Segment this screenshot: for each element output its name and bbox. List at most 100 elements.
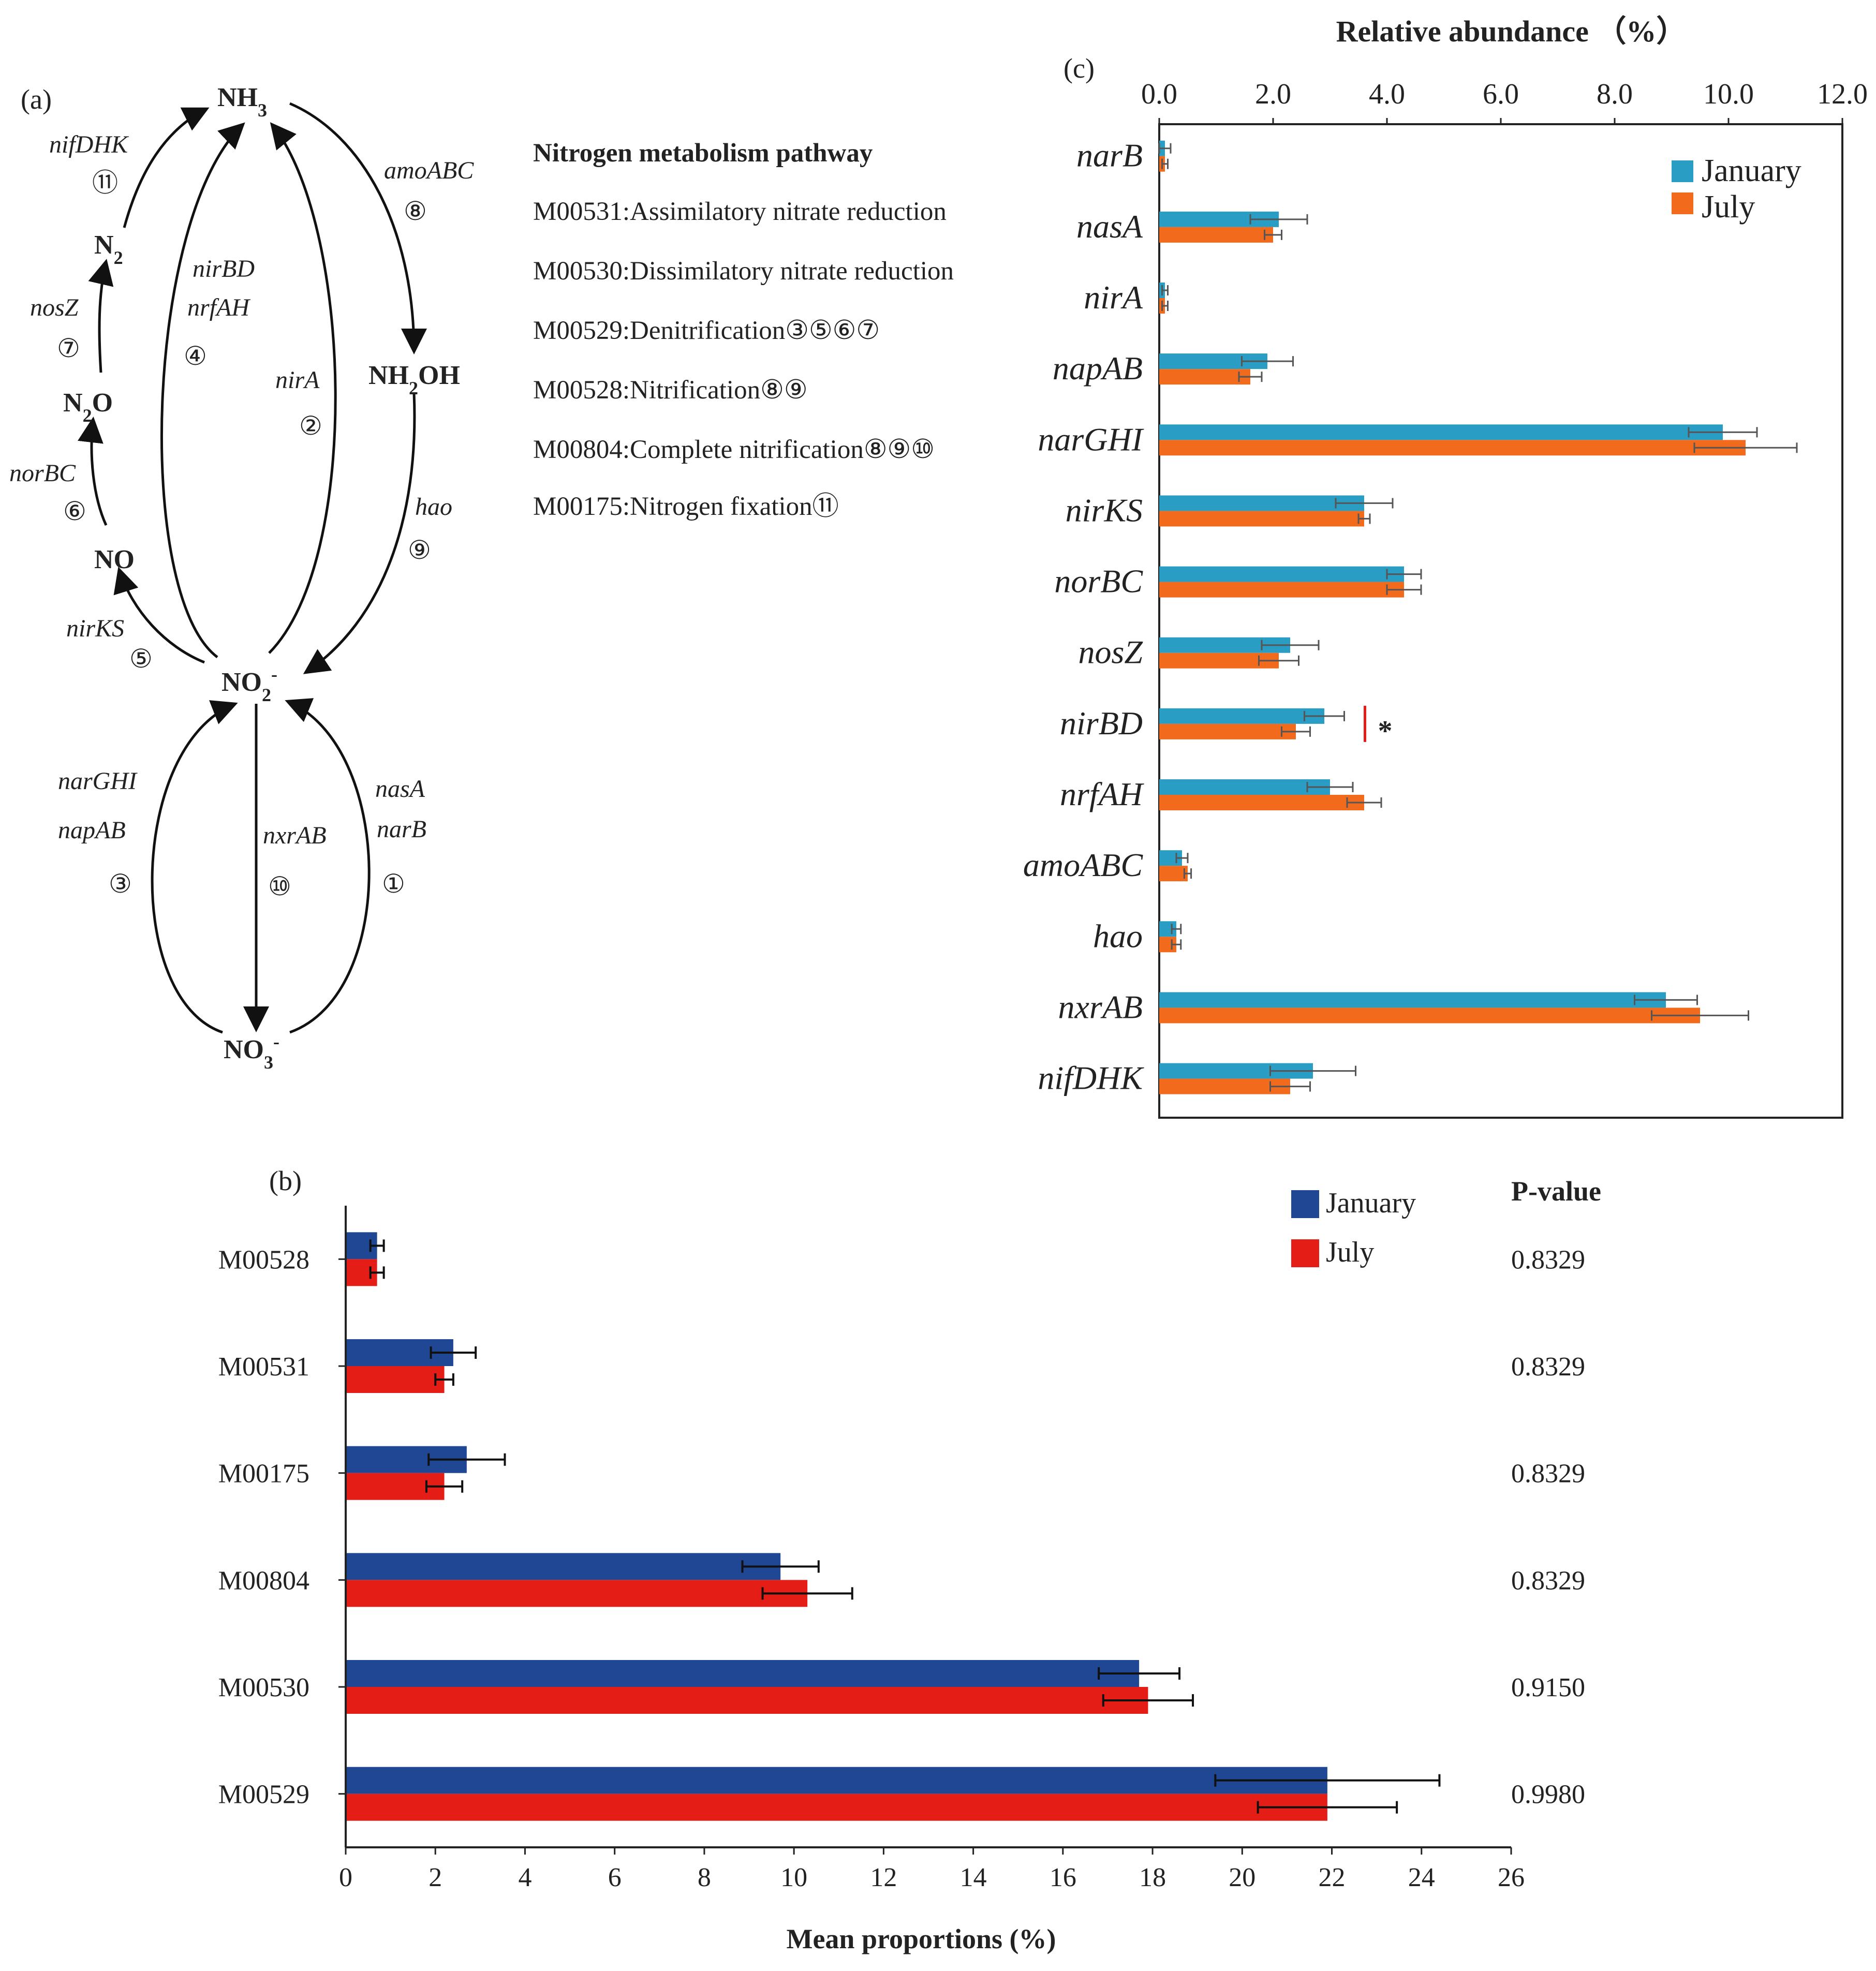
reaction-numbers: ⑪ ⑦ ⑥ ⑤ ④ ② ⑧ ⑨ ③ ⑩ ① bbox=[57, 168, 431, 901]
chart-b-pvalue: 0.8329 bbox=[1511, 1245, 1585, 1275]
chart-b-pvalue: 0.9980 bbox=[1511, 1780, 1585, 1810]
bar-january bbox=[1159, 992, 1666, 1008]
significance-annotation: * bbox=[1364, 705, 1393, 747]
chemical-nodes: NH3 N2 N2O NH2OH NO NO2- NO3- bbox=[63, 83, 460, 1073]
node-no2: NO2- bbox=[221, 664, 277, 705]
legend-swatch-january bbox=[1291, 1190, 1319, 1218]
bar-july bbox=[1159, 440, 1746, 456]
arrow-no2-to-nh3-outer bbox=[160, 122, 245, 658]
chart-b-tick-label: 24 bbox=[1408, 1863, 1435, 1892]
chart-b-axes: 0 2 4 6 8 10 12 14 16 18 20 22 24 26 bbox=[339, 1206, 1525, 1892]
gene-nirks: nirKS bbox=[66, 615, 124, 642]
gene-nxrab: nxrAB bbox=[263, 822, 327, 849]
num-11: ⑪ bbox=[92, 168, 118, 197]
node-n2: N2 bbox=[94, 230, 123, 268]
legend-swatch-january bbox=[1672, 160, 1693, 182]
bar-january bbox=[346, 1660, 1140, 1687]
chart-b-tick-label: 8 bbox=[698, 1863, 711, 1892]
chart-b-category-label: M00528 bbox=[218, 1245, 309, 1275]
arrow-nh2oh-to-no2 bbox=[303, 393, 416, 674]
pathway-item: M00175:Nitrogen fixation⑪ bbox=[533, 492, 839, 521]
chart-b-category-label: M00530 bbox=[218, 1673, 309, 1702]
chart-b-pvalue: 0.8329 bbox=[1511, 1352, 1585, 1382]
chart-c-category-label: nrfAH bbox=[1060, 776, 1145, 812]
chart-c-category-label: nxrAB bbox=[1058, 988, 1143, 1025]
chart-b-tick-label: 10 bbox=[780, 1863, 807, 1892]
chart-c-category-label: amoABC bbox=[1023, 847, 1143, 883]
chart-b-category-label: M00531 bbox=[218, 1352, 309, 1382]
pathway-list: Nitrogen metabolism pathway M00531:Assim… bbox=[533, 139, 954, 521]
panel-b-label: (b) bbox=[269, 1165, 302, 1196]
num-4: ④ bbox=[184, 342, 207, 371]
bar-july bbox=[346, 1794, 1327, 1821]
bar-january bbox=[346, 1553, 781, 1580]
num-1: ① bbox=[382, 869, 405, 898]
chart-b-pvalue: 0.8329 bbox=[1511, 1459, 1585, 1489]
arrow-no2-to-nh3-inner bbox=[268, 122, 337, 654]
chart-c-tick-label: 0.0 bbox=[1141, 78, 1177, 110]
legend-label-january: January bbox=[1702, 153, 1801, 188]
chart-b-tick-label: 22 bbox=[1319, 1863, 1346, 1892]
chart-b-tick-label: 6 bbox=[608, 1863, 622, 1892]
bar-july bbox=[1159, 1078, 1290, 1094]
arrow-no2-to-no bbox=[113, 567, 205, 664]
gene-abundance-chart: (c) Relative abundance （%） 0.0 2.0 4.0 6.0 8… bbox=[1023, 14, 1868, 1119]
chart-c-tick-label: 2.0 bbox=[1255, 78, 1291, 110]
gene-nira: nirA bbox=[275, 366, 320, 394]
chart-b-bars bbox=[346, 1232, 1441, 1821]
bar-july bbox=[1159, 582, 1404, 598]
chart-b-tick-label: 26 bbox=[1498, 1863, 1525, 1892]
bar-january bbox=[346, 1767, 1327, 1794]
chart-c-category-label: narB bbox=[1076, 137, 1143, 174]
chart-b-tick-label: 12 bbox=[870, 1863, 897, 1892]
nitrogen-cycle-diagram: (a) NH3 N2 N2O NH2OH NO NO2- NO3- bbox=[9, 83, 954, 1073]
chart-b-tick-label: 4 bbox=[518, 1863, 531, 1892]
num-9: ⑨ bbox=[408, 536, 431, 565]
arrow-no3-to-no2-left bbox=[151, 700, 238, 1034]
gene-narb: narB bbox=[377, 816, 426, 843]
significance-star: * bbox=[1378, 715, 1393, 747]
chart-c-category-label: nirBD bbox=[1060, 705, 1143, 742]
chart-b-pvalue: 0.8329 bbox=[1511, 1566, 1585, 1595]
arrow-n2-to-nh3 bbox=[123, 107, 210, 228]
node-nh2oh: NH2OH bbox=[368, 361, 460, 398]
chart-b-category-label: M00804 bbox=[218, 1566, 309, 1595]
chart-c-ticks: 0.0 2.0 4.0 6.0 8.0 10.0 12.0 bbox=[1141, 78, 1868, 124]
bar-january bbox=[1159, 779, 1330, 795]
bar-july bbox=[1159, 227, 1273, 243]
num-10: ⑩ bbox=[268, 872, 291, 901]
bar-july bbox=[1159, 795, 1364, 810]
pvalue-header: P-value bbox=[1511, 1176, 1601, 1207]
legend-label-july: July bbox=[1326, 1236, 1374, 1268]
gene-norbc: norBC bbox=[9, 460, 76, 487]
bar-july bbox=[346, 1687, 1148, 1714]
chart-b-category-label: M00175 bbox=[218, 1459, 309, 1489]
chart-b-tick-label: 20 bbox=[1229, 1863, 1255, 1892]
chart-c-tick-label: 8.0 bbox=[1597, 78, 1633, 110]
node-no: NO bbox=[94, 545, 135, 574]
node-n2o: N2O bbox=[63, 388, 113, 426]
bar-january bbox=[1159, 424, 1723, 440]
panel-c-label: (c) bbox=[1063, 53, 1095, 84]
chart-c-category-label: napAB bbox=[1053, 350, 1143, 387]
bar-july bbox=[346, 1580, 808, 1607]
chart-c-category-label: nosZ bbox=[1079, 634, 1144, 671]
chart-c-bars bbox=[1158, 140, 1798, 1094]
pathway-item: M00528:Nitrification⑧⑨ bbox=[533, 376, 808, 405]
chart-b-category-label: M00529 bbox=[218, 1780, 309, 1810]
arrow-no3-to-no2-right bbox=[285, 698, 371, 1034]
gene-nosz: nosZ bbox=[30, 294, 79, 321]
num-6: ⑥ bbox=[63, 497, 86, 526]
chart-c-categories: narB nasA nirA napAB narGHI nirKS norBC nosZ nir… bbox=[1023, 137, 1145, 1096]
arrow-nh3-to-nh2oh bbox=[289, 102, 427, 354]
bar-january bbox=[1159, 566, 1404, 582]
num-7: ⑦ bbox=[57, 334, 80, 363]
chart-c-category-label: hao bbox=[1093, 917, 1143, 954]
bar-july bbox=[1159, 511, 1364, 527]
gene-nirbd: nirBD bbox=[193, 255, 255, 283]
num-5: ⑤ bbox=[129, 644, 153, 673]
chart-c-category-label: nifDHK bbox=[1038, 1060, 1144, 1096]
legend-label-july: July bbox=[1702, 189, 1755, 225]
chart-c-legend: January July bbox=[1672, 153, 1801, 225]
gene-amoabc: amoABC bbox=[384, 157, 474, 184]
